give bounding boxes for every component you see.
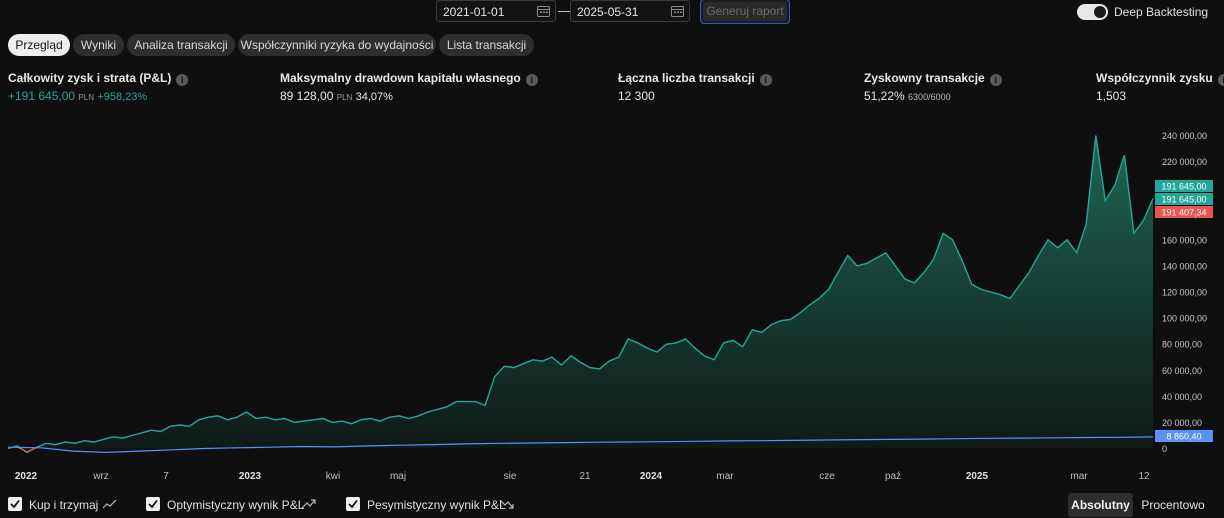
tab-overview[interactable]: Przegląd (8, 34, 70, 56)
profitable-title: Zyskowny transakcje i (864, 71, 1002, 86)
x-tick-label: 2022 (15, 471, 38, 482)
deep-backtesting-label: Deep Backtesting (1114, 5, 1209, 19)
svg-text:191 645,00: 191 645,00 (1161, 182, 1206, 192)
drawdown-title-text: Maksymalny drawdown kapitału własnego (280, 71, 521, 85)
price-label: 191 407,34 (1155, 206, 1213, 218)
price-label: 191 645,00 (1155, 193, 1213, 205)
tab-trade-list[interactable]: Lista transakcji (439, 34, 534, 56)
calendar-icon[interactable] (537, 5, 550, 17)
x-tick-label: 2025 (966, 471, 989, 482)
date-from-value: 2021-01-01 (443, 5, 505, 19)
date-to-value: 2025-05-31 (577, 5, 639, 19)
price-label: 8 860,40 (1155, 430, 1213, 442)
profit-factor-title: Współczynnik zysku i (1096, 71, 1224, 86)
pnl-unit: PLN (78, 93, 94, 102)
pessimistic-pnl-checkbox[interactable] (346, 497, 360, 511)
optimistic-pnl-checkbox[interactable] (146, 497, 160, 511)
pnl-percent: +958,23% (97, 91, 148, 103)
x-tick-label: 12 (1138, 471, 1150, 482)
info-icon[interactable]: i (989, 74, 1002, 86)
profitable-percent: 51,22% (864, 89, 905, 103)
x-tick-label: cze (819, 471, 835, 482)
info-icon[interactable]: i (176, 74, 189, 86)
y-tick-label: 240 000,00 (1162, 131, 1207, 141)
trend-down-icon (499, 499, 514, 509)
toggle-knob (1094, 6, 1106, 18)
plot-area (7, 135, 1154, 454)
y-tick-label: 140 000,00 (1162, 261, 1207, 271)
drawdown-value: 89 128,00 PLN 34,07% (280, 89, 393, 103)
y-tick-label: 100 000,00 (1162, 314, 1207, 324)
profitable-value: 51,22% 6300/6000 (864, 89, 951, 103)
price-end-labels: 191 645,00 191 645,00 191 407,34 8 860,40 (1155, 180, 1213, 442)
info-icon[interactable]: i (759, 74, 772, 86)
y-tick-label: 20 000,00 (1162, 418, 1202, 428)
y-tick-label: 160 000,00 (1162, 235, 1207, 245)
pessimistic-line (17, 446, 37, 453)
profit-factor-title-text: Współczynnik zysku (1096, 71, 1213, 85)
y-tick-label: 80 000,00 (1162, 340, 1202, 350)
generate-report-button[interactable]: Generuj raport (700, 0, 790, 24)
pnl-title-text: Całkowity zysk i strata (P&L) (8, 71, 172, 85)
tab-trade-analysis[interactable]: Analiza transakcji (127, 34, 235, 56)
date-range-separator: — (558, 3, 571, 18)
price-label: 191 645,00 (1155, 180, 1213, 192)
x-tick-label: paź (885, 471, 901, 482)
pnl-line (7, 135, 1154, 454)
buy-hold-line (7, 436, 1154, 454)
buy-hold-label: Kup i trzymaj (29, 498, 99, 512)
profitable-title-text: Zyskowny transakcje (864, 71, 985, 85)
x-tick-label: mar (716, 471, 734, 482)
tab-risk-ratios[interactable]: Współczynniki ryzyka do wydajności (238, 34, 436, 56)
svg-text:191 407,34: 191 407,34 (1161, 208, 1206, 218)
info-icon[interactable]: i (1217, 74, 1224, 86)
y-tick-label: 60 000,00 (1162, 366, 1202, 376)
x-tick-label: wrz (92, 471, 109, 482)
pnl-area (8, 135, 1153, 453)
calendar-icon[interactable] (671, 5, 684, 17)
drawdown-percent: 34,07% (355, 91, 393, 103)
date-to-field[interactable]: 2025-05-31 (570, 0, 690, 22)
pnl-value: +191 645,00 PLN +958,23% (8, 89, 147, 103)
pnl-amount: +191 645,00 (8, 89, 76, 103)
total-trades-value: 12 300 (618, 89, 655, 103)
total-trades-title: Łączna liczba transakcji i (618, 71, 772, 86)
info-icon[interactable]: i (525, 74, 538, 86)
x-tick-label: sie (504, 471, 517, 482)
trend-up-icon (301, 499, 316, 509)
x-tick-label: 2024 (640, 471, 663, 482)
optimistic-pnl-label: Optymistyczny wynik P&L (167, 498, 305, 512)
x-axis: 2022 wrz 7 2023 kwi maj sie 21 2024 mar cze paź 2025… (15, 471, 1150, 482)
drawdown-amount: 89 128,00 (280, 89, 334, 103)
total-trades-title-text: Łączna liczba transakcji (618, 71, 755, 85)
pnl-title: Całkowity zysk i strata (P&L) i (8, 71, 189, 86)
profitable-ratio: 6300/6000 (908, 92, 951, 102)
svg-text:191 645,00: 191 645,00 (1161, 195, 1206, 205)
deep-backtesting-toggle[interactable] (1077, 4, 1108, 20)
tab-results[interactable]: Wyniki (73, 34, 124, 56)
drawdown-title: Maksymalny drawdown kapitału własnego i (280, 71, 538, 86)
generate-report-label: Generuj raport (703, 2, 787, 21)
x-tick-label: 2023 (239, 471, 262, 482)
svg-text:8 860,40: 8 860,40 (1166, 432, 1201, 442)
y-tick-label: 120 000,00 (1162, 288, 1207, 298)
y-tick-label: 220 000,00 (1162, 157, 1207, 167)
x-tick-label: mar (1070, 471, 1088, 482)
date-from-field[interactable]: 2021-01-01 (436, 0, 556, 22)
profit-factor-value: 1,503 (1096, 89, 1127, 103)
x-tick-label: 21 (579, 471, 591, 482)
line-trend-icon (102, 499, 117, 509)
y-tick-label: 0 (1162, 444, 1167, 454)
drawdown-unit: PLN (336, 93, 353, 102)
buy-hold-checkbox[interactable] (8, 497, 22, 511)
pessimistic-pnl-label: Pesymistyczny wynik P&L (367, 498, 506, 512)
percent-mode-button[interactable]: Procentowo (1141, 498, 1205, 512)
absolute-mode-button[interactable]: Absolutny (1068, 493, 1133, 517)
x-tick-label: 7 (163, 471, 169, 482)
x-tick-label: kwi (326, 471, 340, 482)
x-tick-label: maj (390, 471, 406, 482)
y-tick-label: 40 000,00 (1162, 392, 1202, 402)
